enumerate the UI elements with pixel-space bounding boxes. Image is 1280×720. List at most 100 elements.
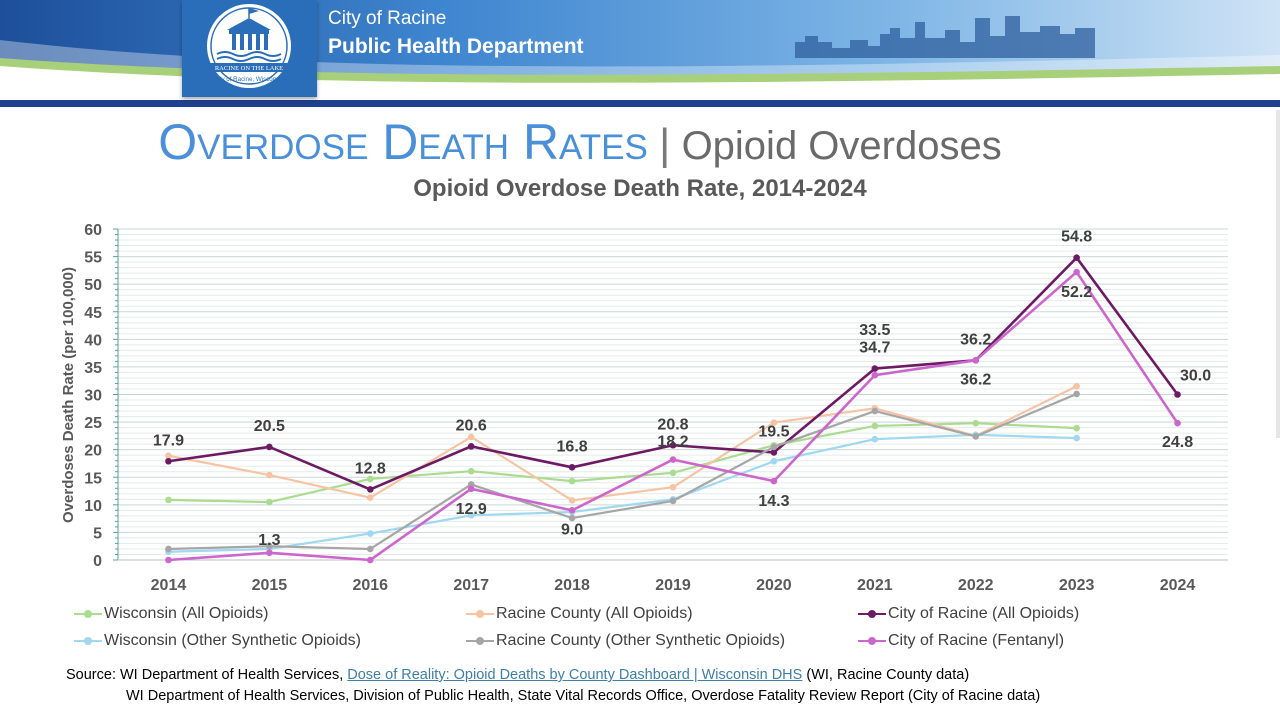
data-label: 14.3 bbox=[758, 493, 789, 510]
source-line-1: Source: WI Department of Health Services… bbox=[66, 667, 969, 683]
legend-swatch-marker bbox=[84, 609, 92, 618]
chart-series bbox=[165, 254, 1181, 564]
series-point bbox=[770, 419, 778, 426]
data-label: 34.7 bbox=[859, 340, 890, 357]
series-point bbox=[770, 443, 778, 451]
series-point bbox=[972, 419, 980, 427]
series-point bbox=[366, 530, 374, 537]
series-point bbox=[366, 545, 374, 553]
series-point bbox=[1073, 390, 1080, 398]
series-point bbox=[770, 477, 778, 485]
legend-item: City of Racine (All Opioids) bbox=[858, 605, 1079, 623]
legend-item: City of Racine (Fentanyl) bbox=[858, 632, 1064, 650]
slide-edge bbox=[1276, 110, 1280, 438]
data-label: 20.8 bbox=[657, 416, 688, 433]
source-line-2: WI Department of Health Services, Divisi… bbox=[126, 688, 1041, 704]
legend-label: Racine County (Other Synthetic Opioids) bbox=[496, 632, 786, 649]
series-point bbox=[568, 477, 576, 485]
data-label: 18.2 bbox=[657, 434, 688, 451]
header-banner: RACINE ON THE LAKE City of Racine, Wisco… bbox=[0, 0, 1280, 110]
series-point bbox=[165, 545, 172, 553]
series-point bbox=[972, 433, 980, 440]
series-point bbox=[568, 464, 576, 471]
data-label: 20.5 bbox=[254, 418, 285, 435]
series-point bbox=[366, 494, 374, 501]
slide-title-separator: | bbox=[659, 120, 671, 169]
series-point bbox=[1174, 419, 1181, 427]
y-tick-label: 35 bbox=[84, 360, 102, 377]
chart-title: Opioid Overdose Death Rate, 2014-2024 bbox=[413, 175, 867, 202]
x-tick-label: 2018 bbox=[554, 577, 590, 594]
legend-item: Racine County (All Opioids) bbox=[466, 605, 693, 623]
city-seal-icon: RACINE ON THE LAKE City of Racine, Wisco… bbox=[207, 4, 291, 88]
y-tick-label: 30 bbox=[84, 388, 102, 405]
series-point bbox=[1073, 268, 1080, 276]
series-point bbox=[467, 443, 475, 450]
data-label: 20.6 bbox=[456, 417, 487, 434]
series-point bbox=[669, 497, 677, 505]
chart-axes: 0 5 10 15 20 25 30 35 40 45 50 55 60 2014 2015 2016 2017… bbox=[84, 222, 1228, 594]
header-department-name: Public Health Department bbox=[328, 35, 584, 58]
x-tick-label: 2014 bbox=[151, 577, 187, 594]
series-point bbox=[568, 507, 576, 514]
series-point bbox=[871, 365, 879, 372]
series-point bbox=[467, 485, 475, 493]
series-point bbox=[366, 486, 374, 493]
data-label: 19.5 bbox=[758, 423, 789, 440]
series-point bbox=[568, 514, 576, 522]
data-label: 52.2 bbox=[1061, 284, 1092, 301]
city-skyline-icon bbox=[795, 16, 1095, 58]
series-point bbox=[770, 449, 778, 456]
series-point bbox=[871, 422, 879, 430]
data-label: 12.9 bbox=[456, 501, 487, 518]
series-point bbox=[165, 457, 172, 465]
series-point bbox=[467, 467, 475, 475]
y-tick-label: 10 bbox=[84, 498, 102, 515]
series-point bbox=[266, 498, 273, 506]
data-label: 33.5 bbox=[859, 322, 890, 339]
series-point bbox=[972, 356, 980, 364]
legend-item: Racine County (Other Synthetic Opioids) bbox=[466, 632, 785, 650]
legend-swatch-marker bbox=[868, 636, 876, 645]
legend-swatch-marker bbox=[868, 609, 876, 618]
x-tick-label: 2024 bbox=[1160, 577, 1196, 594]
y-tick-label: 50 bbox=[84, 277, 102, 294]
y-tick-label: 15 bbox=[84, 470, 102, 487]
y-tick-label: 20 bbox=[84, 443, 102, 460]
series-point bbox=[366, 556, 374, 564]
series-line bbox=[168, 433, 1077, 553]
series-line bbox=[168, 256, 1179, 491]
series-point bbox=[165, 496, 172, 504]
y-axis-label: Overdoses Death Rate (per 100,000) bbox=[60, 267, 77, 523]
header-city-name: City of Racine bbox=[328, 8, 447, 29]
series-point bbox=[1174, 391, 1181, 398]
legend-label: City of Racine (Fentanyl) bbox=[888, 632, 1065, 649]
x-tick-label: 2020 bbox=[756, 577, 792, 594]
chart-grid bbox=[118, 228, 1228, 555]
legend-swatch-marker bbox=[84, 636, 92, 645]
data-label: 16.8 bbox=[557, 438, 588, 455]
source-link-dose-of-reality[interactable]: Dose of Reality: Opioid Deaths by County… bbox=[347, 667, 803, 683]
legend-label: City of Racine (All Opioids) bbox=[888, 605, 1080, 622]
series-line bbox=[168, 392, 1078, 551]
series-point bbox=[669, 483, 677, 491]
legend-swatch bbox=[74, 609, 102, 619]
city-logo: RACINE ON THE LAKE City of Racine, Wisco… bbox=[182, 0, 317, 97]
chart-data-labels: 17.9 20.5 12.8 20.6 16.8 20.8 19.5 34.7 36.2 54.8… bbox=[153, 229, 1211, 549]
legend-label: Wisconsin (All Opioids) bbox=[104, 605, 269, 622]
data-label: 12.8 bbox=[355, 460, 386, 477]
logo-text-bottom: City of Racine, Wisconsin bbox=[214, 76, 285, 83]
series-point bbox=[1073, 424, 1080, 432]
series-point bbox=[568, 497, 576, 504]
series-point bbox=[366, 475, 374, 483]
x-tick-label: 2023 bbox=[1059, 577, 1095, 594]
series-point bbox=[266, 471, 273, 479]
data-label: 36.2 bbox=[960, 371, 991, 388]
series-point bbox=[871, 407, 879, 415]
x-tick-label: 2019 bbox=[655, 577, 691, 594]
series-point bbox=[1073, 434, 1080, 442]
y-tick-label: 60 bbox=[84, 222, 102, 239]
legend-swatch bbox=[466, 609, 494, 619]
data-label: 17.9 bbox=[153, 432, 184, 449]
y-tick-label: 25 bbox=[84, 415, 102, 432]
